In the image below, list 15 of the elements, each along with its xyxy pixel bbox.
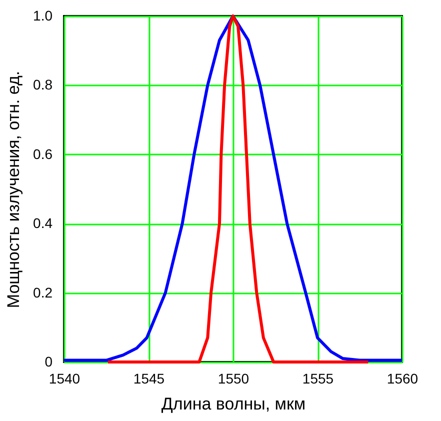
x-tick-label: 1550 [218,370,250,386]
y-tick-label: 0.6 [33,146,53,162]
x-tick-label: 1540 [48,370,80,386]
y-tick-label: 1.0 [33,8,53,24]
line-series [106,14,370,364]
x-tick-label: 1560 [386,370,418,386]
y-tick-label: 0.8 [33,76,53,93]
y-axis-title: Мощность излучения, отн. ед. [4,70,24,308]
y-tick-label: 0.4 [33,215,53,232]
x-axis-title: Длина волны, мкм [161,394,306,414]
y-tick-label: 0.2 [33,284,53,300]
x-tick-label: 1545 [133,370,165,386]
y-tick-label: 0 [44,354,53,370]
x-tick-label: 1555 [302,370,334,386]
line-series [62,14,404,362]
